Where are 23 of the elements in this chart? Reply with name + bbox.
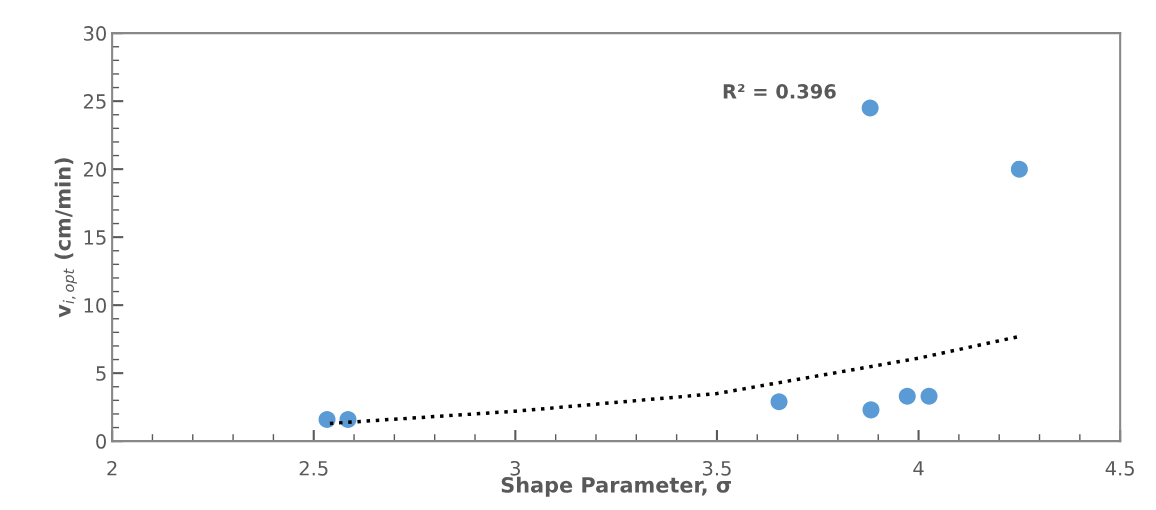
point [898, 387, 916, 405]
y-tick-label: 10 [84, 298, 106, 313]
y-tick-label: 0 [96, 434, 106, 449]
x-tick-label: 3.5 [702, 460, 731, 476]
point [861, 99, 879, 117]
x-axis-title: Shape Parameter, σ [501, 476, 731, 497]
y-axis-title: v$_{i,opt}$ (cm/min) [54, 158, 77, 318]
point [318, 410, 336, 428]
y-tick-label: 30 [84, 26, 106, 41]
x-tick-label: 4 [913, 461, 924, 476]
point [862, 401, 880, 419]
x-tick-label: 2.5 [299, 460, 328, 476]
x-tick-label: 2 [107, 460, 117, 476]
point [770, 393, 788, 411]
y-tick-label: 15 [84, 230, 106, 245]
x-tick-label: 4.5 [1105, 461, 1134, 476]
y-tick-label: 20 [83, 162, 106, 177]
point [920, 387, 938, 405]
point [1010, 160, 1028, 178]
annotation: R² = 0.396 [723, 84, 836, 99]
y-tick-label: 25 [83, 94, 106, 109]
y-tick-label: 5 [96, 366, 106, 381]
x-tick-label: 3 [510, 460, 520, 476]
